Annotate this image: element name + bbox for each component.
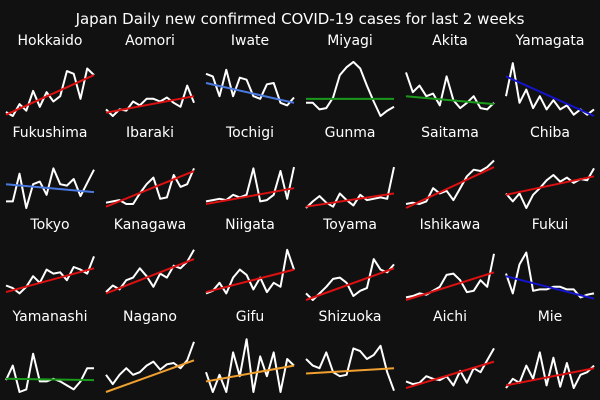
panel-label-ishikawa: Ishikawa bbox=[420, 217, 481, 233]
panel-toyama: Toyama bbox=[305, 217, 395, 301]
trend-line-yamanashi bbox=[5, 377, 95, 382]
panel-shizuoka: Shizuoka bbox=[305, 309, 395, 392]
panel-label-aomori: Aomori bbox=[125, 33, 175, 49]
panel-yamagata: Yamagata bbox=[505, 33, 595, 117]
panel-nagano: Nagano bbox=[105, 309, 195, 393]
panel-label-hokkaido: Hokkaido bbox=[18, 33, 83, 49]
trend-line-chiba bbox=[505, 175, 595, 196]
panel-akita: Akita bbox=[405, 33, 495, 111]
panel-label-fukui: Fukui bbox=[532, 217, 569, 233]
trend-line-ishikawa bbox=[405, 271, 495, 301]
daily-cases-line-tochigi bbox=[205, 166, 295, 203]
daily-cases-line-miyagi bbox=[306, 60, 395, 117]
trend-line-fukui bbox=[505, 275, 595, 300]
trend-line-mie bbox=[505, 367, 595, 387]
panel-kanagawa: Kanagawa bbox=[105, 217, 195, 295]
panel-label-fukushima: Fukushima bbox=[13, 125, 88, 141]
daily-cases-line-fukushima bbox=[6, 167, 95, 209]
panel-fukui: Fukui bbox=[505, 217, 595, 300]
trend-line-gifu bbox=[205, 364, 295, 383]
panel-ishikawa: Ishikawa bbox=[405, 217, 495, 301]
daily-cases-line-ishikawa bbox=[405, 253, 495, 299]
panel-gunma: Gunma bbox=[305, 125, 395, 209]
panel-hokkaido: Hokkaido bbox=[5, 33, 95, 117]
trend-line-iwate bbox=[205, 82, 295, 104]
panel-ibaraki: Ibaraki bbox=[105, 125, 195, 208]
trend-line-tochigi bbox=[205, 187, 295, 206]
daily-cases-line-aichi bbox=[405, 347, 495, 387]
trend-line-nagano bbox=[105, 359, 195, 393]
daily-cases-line-akita bbox=[405, 72, 495, 111]
daily-cases-line-saitama bbox=[405, 159, 495, 205]
panel-mie: Mie bbox=[505, 309, 595, 389]
panel-label-gifu: Gifu bbox=[236, 309, 265, 325]
daily-cases-line-niigata bbox=[205, 248, 295, 295]
trend-line-yamagata bbox=[505, 75, 595, 117]
panel-niigata: Niigata bbox=[205, 217, 295, 295]
panel-gifu: Gifu bbox=[205, 309, 295, 393]
panel-saitama: Saitama bbox=[405, 125, 495, 209]
daily-cases-line-gunma bbox=[305, 166, 395, 209]
trend-line-gunma bbox=[305, 192, 395, 208]
panel-label-aichi: Aichi bbox=[433, 309, 467, 325]
panel-label-toyama: Toyama bbox=[322, 217, 377, 233]
trend-line-aichi bbox=[405, 360, 495, 389]
panel-label-mie: Mie bbox=[538, 309, 563, 325]
daily-cases-line-gifu bbox=[205, 338, 295, 393]
panel-label-iwate: Iwate bbox=[231, 33, 269, 49]
panel-aichi: Aichi bbox=[405, 309, 495, 389]
panel-chiba: Chiba bbox=[505, 125, 595, 209]
panel-label-saitama: Saitama bbox=[421, 125, 479, 141]
panel-grid: Hokkaido Aomori Iwate Miyagi Akita Yamagata Fu… bbox=[5, 33, 595, 393]
panel-label-niigata: Niigata bbox=[225, 217, 275, 233]
trend-line-shizuoka bbox=[305, 367, 395, 375]
trend-line-niigata bbox=[205, 268, 295, 294]
panel-label-shizuoka: Shizuoka bbox=[319, 309, 382, 325]
trend-line-saitama bbox=[405, 166, 495, 209]
trend-line-fukushima bbox=[5, 183, 95, 194]
panel-label-yamagata: Yamagata bbox=[515, 33, 585, 49]
panel-label-chiba: Chiba bbox=[530, 125, 570, 141]
panel-miyagi: Miyagi bbox=[306, 33, 395, 117]
daily-cases-line-mie bbox=[505, 351, 595, 389]
panel-label-kanagawa: Kanagawa bbox=[114, 217, 186, 233]
daily-cases-line-nagano bbox=[105, 341, 195, 386]
panel-label-gunma: Gunma bbox=[325, 125, 376, 141]
panel-label-tochigi: Tochigi bbox=[225, 125, 274, 141]
panel-label-yamanashi: Yamanashi bbox=[12, 309, 88, 325]
daily-cases-line-tokyo bbox=[5, 256, 95, 295]
panel-label-tokyo: Tokyo bbox=[29, 217, 69, 233]
daily-cases-line-shizuoka bbox=[305, 344, 395, 392]
panel-fukushima: Fukushima bbox=[5, 125, 95, 209]
panel-label-nagano: Nagano bbox=[123, 309, 177, 325]
panel-label-akita: Akita bbox=[432, 33, 468, 49]
panel-label-miyagi: Miyagi bbox=[327, 33, 373, 49]
trend-line-akita bbox=[405, 95, 495, 106]
trend-line-toyama bbox=[305, 267, 395, 301]
daily-cases-line-hokkaido bbox=[5, 67, 95, 117]
trend-line-hokkaido bbox=[5, 74, 95, 116]
panel-iwate: Iwate bbox=[205, 33, 295, 107]
panel-yamanashi: Yamanashi bbox=[5, 309, 95, 393]
chart-title: Japan Daily new confirmed COVID-19 cases… bbox=[75, 10, 525, 28]
trend-line-aomori bbox=[105, 95, 195, 114]
panel-tokyo: Tokyo bbox=[5, 217, 95, 295]
trend-line-ibaraki bbox=[105, 170, 195, 208]
trend-line-tokyo bbox=[5, 267, 95, 294]
panel-aomori: Aomori bbox=[105, 33, 195, 117]
trend-line-kanagawa bbox=[105, 258, 195, 295]
panel-label-ibaraki: Ibaraki bbox=[126, 125, 174, 141]
panel-tochigi: Tochigi bbox=[205, 125, 295, 206]
daily-cases-line-toyama bbox=[305, 258, 395, 301]
